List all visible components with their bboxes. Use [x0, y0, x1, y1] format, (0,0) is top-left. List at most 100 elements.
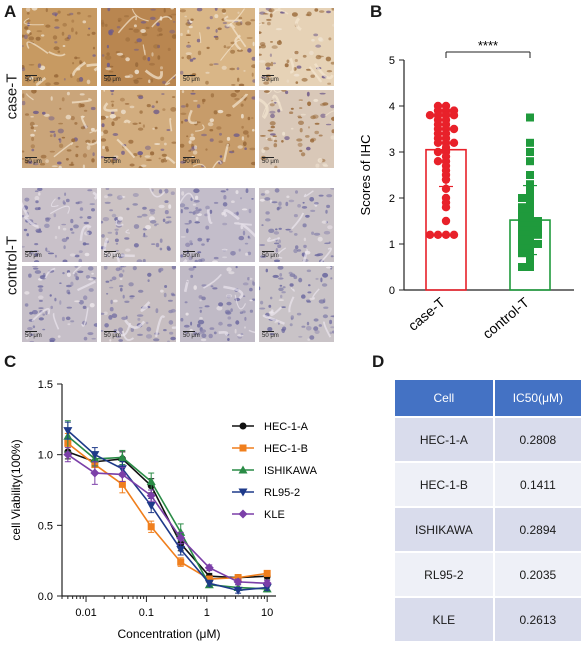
tissue-texture — [259, 90, 334, 168]
scale-bar: 50 μm — [183, 159, 200, 165]
panel-letter-d: D — [372, 352, 385, 371]
data-point — [433, 147, 443, 157]
data-point — [526, 258, 534, 267]
ihc-micrograph: 50 μm — [259, 188, 334, 262]
ihc-micrograph: 50 μm — [180, 90, 255, 168]
data-point — [526, 203, 534, 212]
data-point — [526, 226, 534, 235]
tissue-texture — [259, 266, 334, 341]
tissue-texture — [24, 266, 97, 342]
table-row: HEC-1-A 0.2808 — [395, 416, 581, 461]
data-point — [441, 230, 451, 239]
data-point — [526, 263, 534, 271]
data-point — [147, 523, 155, 531]
tissue-texture — [22, 90, 97, 168]
data-point — [526, 230, 534, 239]
data-point — [449, 138, 459, 147]
data-point — [239, 422, 247, 430]
ic50-value: 0.2035 — [492, 551, 581, 596]
data-point — [534, 221, 542, 230]
y-tick-label: 0.0 — [38, 591, 53, 603]
data-point — [526, 235, 534, 244]
ihc-micrograph: 50 μm — [259, 266, 334, 342]
scale-bar: 50 μm — [183, 77, 200, 83]
data-point — [433, 157, 443, 166]
table-row: HEC-1-B 0.1411 — [395, 461, 581, 506]
data-point — [238, 509, 248, 519]
data-point — [518, 226, 526, 235]
data-point — [518, 194, 526, 202]
data-point — [526, 212, 534, 221]
data-point — [526, 180, 534, 189]
ihc-micrograph: 50 μm — [259, 90, 334, 168]
ihc-micrograph: 50 μm — [180, 266, 255, 342]
cell-line-name: KLE — [395, 596, 493, 641]
data-point — [518, 235, 526, 244]
data-point — [433, 138, 443, 147]
y-tick-label: 5 — [389, 55, 395, 67]
data-point — [425, 111, 435, 120]
data-point — [176, 545, 186, 554]
data-point — [118, 480, 126, 488]
data-point — [63, 427, 73, 436]
data-point — [518, 207, 526, 216]
y-tick-label: 4 — [389, 101, 395, 113]
scale-bar: 50 μm — [25, 77, 42, 83]
ihc-micrograph: 50 μm — [101, 90, 176, 168]
data-point — [526, 240, 534, 248]
data-point — [518, 230, 526, 239]
data-point — [441, 203, 451, 212]
column-header-ic50: IC50(μM) — [492, 380, 581, 416]
legend-label: RL95-2 — [264, 487, 300, 499]
data-point — [526, 207, 534, 216]
y-tick-label: 1.5 — [38, 379, 53, 391]
ihc-micrograph: 50 μm — [101, 188, 176, 262]
series-line — [67, 454, 268, 585]
y-tick-label: 0 — [389, 285, 395, 297]
data-point — [441, 184, 451, 193]
scale-bar: 50 μm — [25, 333, 42, 339]
data-point — [526, 221, 534, 230]
tissue-texture — [101, 266, 176, 342]
y-tick-label: 1.0 — [38, 450, 53, 462]
series-line — [67, 435, 268, 590]
panel-letter-a: A — [4, 2, 17, 21]
scale-bar: 50 μm — [104, 253, 121, 259]
data-point — [518, 203, 526, 212]
data-point — [441, 216, 451, 226]
tissue-texture — [22, 8, 97, 86]
significance-label: **** — [478, 38, 498, 53]
scale-bar: 50 μm — [183, 333, 200, 339]
ihc-micrograph: 50 μm — [22, 266, 97, 342]
ic50-value: 0.2613 — [492, 596, 581, 641]
legend-item: HEC-1-B — [232, 443, 308, 455]
x-tick-label: 10 — [261, 607, 273, 619]
ihc-micrograph: 50 μm — [22, 8, 97, 86]
data-point — [526, 253, 534, 262]
cell-line-name: HEC-1-A — [395, 416, 493, 461]
viability-chart: 0.0 0.5 1.0 1.5 0.01 0.1 1 10 Concentration (μM)… — [9, 379, 318, 641]
data-point — [177, 558, 185, 566]
ihc-micrograph: 50 μm — [259, 8, 334, 86]
data-point — [518, 212, 526, 221]
data-point — [238, 488, 248, 497]
data-point — [518, 217, 526, 225]
data-point — [526, 198, 534, 207]
legend-item: RL95-2 — [232, 487, 300, 499]
table-row: ISHIKAWA 0.2894 — [395, 506, 581, 551]
x-tick-label: 1 — [204, 607, 210, 619]
data-point — [433, 230, 443, 239]
data-point — [534, 217, 542, 225]
data-point — [534, 240, 542, 248]
cell-line-name: ISHIKAWA — [395, 506, 493, 551]
data-point — [205, 575, 213, 583]
data-point — [90, 451, 100, 460]
data-point — [449, 124, 459, 134]
x-tick-label: 0.1 — [139, 607, 154, 619]
scale-bar: 50 μm — [262, 333, 279, 339]
data-point — [518, 249, 526, 258]
tissue-texture — [22, 188, 97, 262]
data-point — [526, 138, 534, 147]
y-tick-label: 3 — [389, 147, 395, 159]
cell-line-name: HEC-1-B — [395, 461, 493, 506]
